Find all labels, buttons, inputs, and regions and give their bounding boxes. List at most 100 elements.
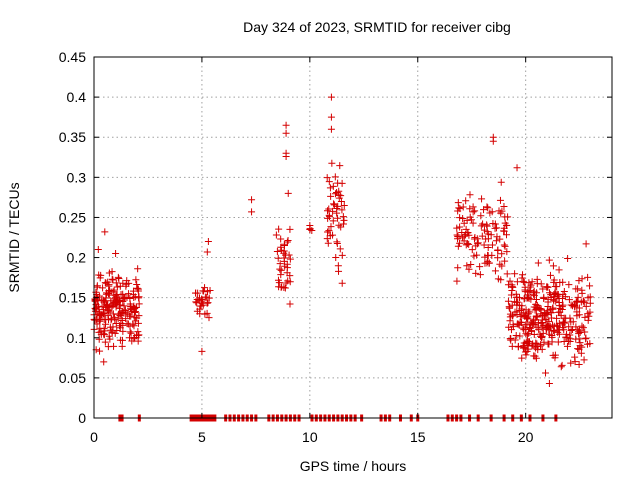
data-point — [550, 328, 558, 336]
data-point — [329, 217, 337, 225]
data-point — [122, 309, 130, 317]
data-point — [559, 324, 567, 332]
data-point — [548, 333, 556, 341]
data-point — [503, 270, 511, 278]
data-point — [525, 338, 533, 346]
data-point — [494, 246, 502, 254]
data-point — [198, 347, 206, 355]
data-point — [573, 326, 581, 334]
data-point — [582, 240, 590, 248]
data-point — [282, 152, 290, 160]
data-point — [518, 305, 526, 313]
data-point — [524, 313, 532, 321]
data-point — [533, 275, 541, 283]
y-tick-label: 0 — [78, 410, 86, 426]
data-point — [96, 347, 104, 355]
data-point — [329, 207, 337, 215]
data-point — [286, 278, 294, 286]
data-point — [544, 302, 552, 310]
data-point — [127, 329, 135, 337]
data-point — [560, 287, 568, 295]
data-point — [487, 231, 495, 239]
data-point — [552, 290, 560, 298]
data-point — [118, 342, 126, 350]
data-point — [203, 299, 211, 307]
data-point — [501, 213, 509, 221]
data-point — [125, 290, 133, 298]
data-point — [112, 279, 120, 287]
data-point — [455, 204, 463, 212]
data-point — [524, 310, 532, 318]
data-point — [526, 283, 534, 291]
data-point — [200, 287, 208, 295]
data-point — [474, 239, 482, 247]
data-point — [484, 204, 492, 212]
data-point — [205, 314, 213, 322]
data-point — [129, 320, 137, 328]
data-point — [578, 343, 586, 351]
data-point — [119, 327, 127, 335]
data-point — [540, 338, 548, 346]
data-point — [494, 254, 502, 262]
data-point — [128, 337, 136, 345]
data-point — [477, 222, 485, 230]
data-point — [330, 200, 338, 208]
data-point — [526, 286, 534, 294]
data-point — [578, 289, 586, 297]
data-point — [323, 207, 331, 215]
data-point — [462, 225, 470, 233]
data-point — [579, 324, 587, 332]
data-point — [489, 220, 497, 228]
data-point — [131, 293, 139, 301]
x-tick-label: 5 — [198, 429, 206, 445]
data-point — [323, 235, 331, 243]
data-point — [116, 324, 124, 332]
data-point — [572, 285, 580, 293]
data-point — [506, 277, 514, 285]
data-point — [277, 246, 285, 254]
data-point — [101, 327, 109, 335]
data-point — [526, 308, 534, 316]
data-point — [119, 295, 127, 303]
data-point — [281, 284, 289, 292]
data-point — [483, 203, 491, 211]
data-point — [248, 196, 256, 204]
data-point — [508, 342, 516, 350]
data-point — [135, 300, 143, 308]
x-axis-label: GPS time / hours — [300, 458, 407, 474]
data-point — [329, 231, 337, 239]
data-point — [550, 276, 558, 284]
data-point — [95, 335, 103, 343]
data-point — [573, 312, 581, 320]
data-point — [478, 232, 486, 240]
x-tick-label: 10 — [302, 429, 318, 445]
data-point — [105, 307, 113, 315]
data-point — [326, 184, 334, 192]
data-point — [331, 173, 339, 181]
data-point — [114, 273, 122, 281]
data-point — [325, 178, 333, 186]
data-point — [283, 238, 291, 246]
data-point — [126, 328, 134, 336]
data-point — [465, 265, 473, 273]
data-point — [553, 283, 561, 291]
y-tick-label: 0.1 — [67, 330, 87, 346]
data-point — [543, 283, 551, 291]
data-point — [574, 293, 582, 301]
data-point — [547, 309, 555, 317]
data-point — [330, 201, 338, 209]
data-point — [458, 228, 466, 236]
data-point — [105, 316, 113, 324]
data-point — [102, 320, 110, 328]
data-point — [104, 311, 112, 319]
data-point — [93, 283, 101, 291]
data-point — [549, 262, 557, 270]
data-point — [108, 315, 116, 323]
data-point — [120, 302, 128, 310]
data-point — [479, 220, 487, 228]
data-point — [528, 320, 536, 328]
data-point — [471, 207, 479, 215]
data-point — [558, 361, 566, 369]
data-point — [511, 298, 519, 306]
data-point — [516, 294, 524, 302]
